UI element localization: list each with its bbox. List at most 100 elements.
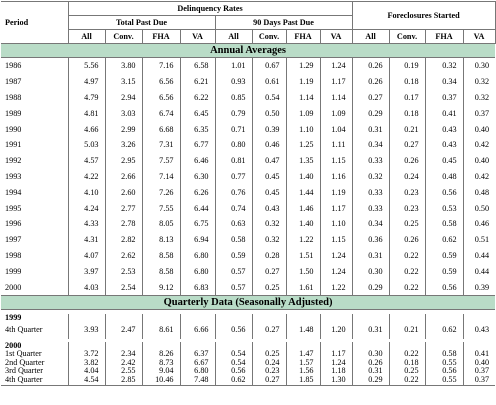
value-cell: 0.34	[351, 215, 390, 232]
col-header-fha: FHA	[424, 29, 464, 44]
value-cell: 0.40	[462, 358, 496, 368]
value-cell: 0.44	[462, 247, 496, 264]
value-cell: 0.23	[388, 184, 426, 201]
period-cell: 1994	[5, 187, 22, 197]
period-cell: 4th Quarter	[1, 375, 68, 386]
value-cell: 0.59	[424, 263, 464, 280]
value-cell: 6.37	[179, 350, 215, 359]
value-cell: 0.24	[251, 358, 286, 368]
value-cell: 4.31	[67, 231, 105, 248]
value-cell: 0.81	[214, 152, 252, 169]
value-cell: 7.31	[141, 136, 180, 153]
value-cell: 0.67	[251, 57, 286, 74]
value-cell: 8.61	[141, 322, 180, 339]
quarterly-data-heading: Quarterly Data (Seasonally Adjusted)	[1, 294, 496, 310]
table-row: 1999 3.97 2.53 8.58 6.80 0.57 0.27 1.50 1.24 0.30…	[1, 263, 496, 280]
value-cell: 0.26	[351, 73, 390, 90]
period-cell: 1995	[5, 203, 22, 213]
col-header-fha: FHA	[285, 29, 321, 44]
value-cell: 2.82	[104, 231, 142, 248]
value-cell: 0.80	[214, 136, 252, 153]
value-cell: 4.10	[67, 184, 105, 201]
empty-cell	[67, 341, 105, 351]
value-cell: 1.30	[319, 375, 353, 386]
value-cell: 6.80	[179, 247, 215, 264]
value-cell: 3.26	[104, 136, 142, 153]
table-row: 1993 4.22 2.66 7.14 6.30 0.77 0.45 1.40 1.16 0.32…	[1, 168, 496, 185]
empty-cell	[388, 313, 426, 323]
value-cell: 0.26	[351, 57, 390, 74]
value-cell: 1.11	[319, 136, 353, 153]
value-cell: 0.45	[251, 184, 286, 201]
value-cell: 0.29	[351, 279, 390, 296]
value-cell: 3.97	[67, 263, 105, 280]
col-header-conv: Conv.	[104, 29, 143, 44]
table-row: 1988 4.79 2.94 6.56 6.22 0.85 0.54 1.14 1.14 0.27…	[1, 89, 496, 106]
value-cell: 0.25	[251, 279, 286, 296]
value-cell: 0.26	[388, 152, 426, 169]
days90-header: 90 Days Past Due	[214, 15, 353, 30]
value-cell: 1.57	[285, 358, 320, 368]
period-header: Period	[1, 1, 69, 44]
value-cell: 6.75	[179, 215, 215, 232]
value-cell: 0.31	[351, 121, 390, 137]
value-cell: 3.72	[67, 350, 105, 359]
table-row: 1989 4.81 3.03 6.74 6.45 0.79 0.50 1.09 1.09 0.29…	[1, 105, 496, 122]
period-cell: 3rd Quarter	[5, 366, 43, 376]
value-cell: 0.30	[351, 350, 390, 359]
value-cell: 6.22	[179, 89, 215, 106]
value-cell: 9.12	[141, 279, 180, 296]
value-cell: 6.66	[179, 322, 215, 339]
value-cell: 4.79	[67, 89, 105, 106]
value-cell: 7.26	[141, 184, 180, 201]
period-cell: 1997	[5, 235, 22, 245]
value-cell: 0.47	[251, 152, 286, 169]
value-cell: 0.74	[214, 200, 252, 216]
value-cell: 0.34	[351, 136, 390, 153]
empty-cell	[251, 313, 286, 323]
value-cell: 6.44	[179, 200, 215, 216]
value-cell: 0.55	[424, 375, 464, 386]
value-cell: 2.95	[104, 152, 142, 169]
value-cell: 0.57	[214, 279, 252, 296]
value-cell: 1.24	[319, 57, 353, 74]
value-cell: 1.56	[285, 367, 320, 376]
value-cell: 0.50	[251, 105, 286, 122]
value-cell: 0.30	[462, 57, 496, 74]
value-cell: 0.43	[251, 200, 286, 216]
value-cell: 0.43	[424, 136, 464, 153]
value-cell: 1.16	[319, 168, 353, 185]
col-header-va: VA	[462, 29, 496, 44]
value-cell: 6.45	[179, 105, 215, 122]
value-cell: 1.15	[319, 231, 353, 248]
value-cell: 1.61	[285, 279, 320, 296]
value-cell: 1.14	[285, 89, 320, 106]
value-cell: 0.56	[424, 184, 464, 201]
value-cell: 4.66	[67, 121, 105, 137]
value-cell: 1.19	[319, 184, 353, 201]
value-cell: 0.54	[251, 89, 286, 106]
value-cell: 0.39	[251, 121, 286, 137]
value-cell: 3.03	[104, 105, 142, 122]
value-cell: 8.58	[141, 247, 180, 264]
value-cell: 0.31	[351, 322, 390, 339]
value-cell: 0.32	[424, 57, 464, 74]
value-cell: 4.04	[67, 367, 105, 376]
value-cell: 1.35	[285, 152, 320, 169]
value-cell: 6.80	[179, 263, 215, 280]
value-cell: 6.67	[179, 358, 215, 368]
value-cell: 0.37	[462, 105, 496, 122]
empty-cell	[424, 313, 464, 323]
value-cell: 0.22	[388, 279, 426, 296]
table-row: 1991 5.03 3.26 7.31 6.77 0.80 0.46 1.25 1.11 0.34…	[1, 136, 496, 153]
table-row: 4th Quarter 3.93 2.47 8.61 6.66 0.56 0.27 1.48 1…	[1, 322, 496, 339]
value-cell: 0.29	[351, 375, 390, 386]
value-cell: 0.43	[424, 121, 464, 137]
value-cell: 1.19	[285, 73, 320, 90]
delinquency-header: Delinquency Rates	[67, 1, 353, 16]
value-cell: 0.58	[424, 215, 464, 232]
value-cell: 0.63	[214, 215, 252, 232]
value-cell: 1.17	[319, 73, 353, 90]
value-cell: 0.27	[251, 263, 286, 280]
value-cell: 4.07	[67, 247, 105, 264]
